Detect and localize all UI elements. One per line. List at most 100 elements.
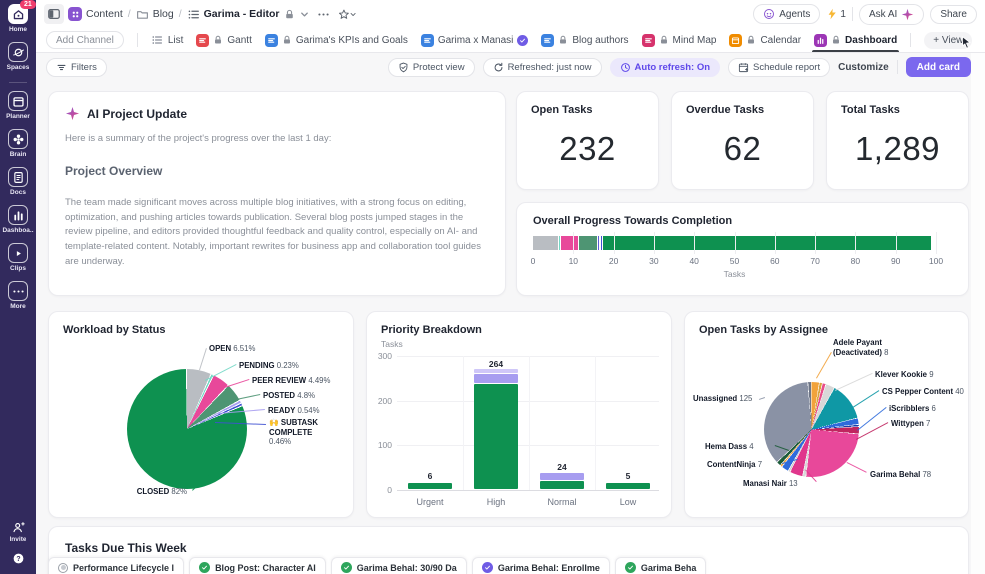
bar-segment[interactable]	[606, 482, 650, 489]
tab-gantt[interactable]: Gantt	[196, 28, 252, 52]
tray-task-chip[interactable]: Garima Behal: 30/90 Da	[330, 557, 467, 574]
schedule-report-label: Schedule report	[753, 61, 821, 73]
assignee-pie-chart[interactable]	[764, 382, 859, 477]
sidebar-item-more[interactable]: More	[0, 281, 36, 310]
ask-ai-button[interactable]: Ask AI	[858, 3, 925, 25]
tab-list[interactable]: List	[151, 28, 183, 52]
add-view-button[interactable]: + View	[924, 31, 973, 49]
customize-button[interactable]: Customize	[838, 61, 889, 73]
breadcrumb-folder-label: Blog	[152, 8, 174, 20]
priority-bar-urgent[interactable]	[408, 482, 452, 489]
priority-bar-low[interactable]	[606, 482, 650, 489]
breadcrumb-view[interactable]: Garima - Editor	[187, 8, 310, 21]
ai-card-body: The team made significant moves across m…	[65, 197, 481, 267]
gridline	[573, 232, 575, 254]
assignee-label-manasi-nair: Manasi Nair 13	[743, 479, 798, 488]
breadcrumb-folder[interactable]: Blog	[136, 8, 174, 21]
gridline	[397, 445, 659, 447]
add-card-button[interactable]: Add card	[905, 57, 971, 77]
content-space-icon	[68, 7, 82, 21]
bar-value-label: 5	[625, 470, 631, 481]
sidebar-collapse-icon[interactable]	[44, 4, 64, 24]
workload-label-ready: READY 0.54%	[268, 406, 320, 415]
bar-segment[interactable]	[474, 384, 518, 489]
tab-garima-x-manasi[interactable]: Garima x Manasi	[420, 28, 529, 52]
bar-segment[interactable]	[540, 480, 584, 489]
slice-value: 40	[955, 387, 964, 396]
gridline	[397, 400, 659, 402]
bar-value-label: 264	[488, 358, 504, 369]
priority-bar-normal[interactable]	[540, 473, 584, 489]
auto-refresh-toggle[interactable]: Auto refresh: On	[609, 57, 721, 77]
tab-blog-authors[interactable]: Blog authors	[541, 28, 629, 52]
schedule-report-button[interactable]: Schedule report	[728, 57, 831, 77]
slice-name: Hema Dass	[705, 442, 748, 451]
agents-button[interactable]: Agents	[753, 4, 821, 24]
doc-icon	[264, 33, 278, 47]
sidebar-item-docs[interactable]: Docs	[0, 167, 36, 196]
tray-task-chip[interactable]: Performance Lifecycle l	[48, 557, 185, 574]
planner-icon	[8, 91, 28, 111]
tab-dashboard[interactable]: Dashboard	[812, 28, 900, 52]
sidebar-item-invite[interactable]: Invite	[0, 521, 36, 543]
filters-button[interactable]: Filters	[46, 57, 107, 77]
assignee-card-title: Open Tasks by Assignee	[699, 324, 828, 336]
progress-tick-label: 40	[689, 256, 699, 266]
progress-tick-label: 90	[890, 256, 901, 266]
progress-segment-posted[interactable]	[579, 236, 597, 250]
progress-segment-ready[interactable]	[598, 236, 600, 250]
progress-segment-open[interactable]	[533, 236, 558, 250]
favorite-star-icon[interactable]	[338, 4, 358, 24]
breadcrumb-space[interactable]: Content	[68, 7, 123, 21]
bar-segment[interactable]	[408, 482, 452, 489]
sidebar: Home 21 Spaces Planner Brain Docs Dashboa.. Cli…	[0, 0, 36, 574]
progress-segment-peer-review[interactable]	[561, 236, 578, 250]
slice-value: 125	[739, 394, 753, 403]
bar-segment[interactable]	[474, 373, 518, 384]
sidebar-item-spaces[interactable]: Spaces	[0, 42, 36, 71]
lock-icon	[558, 35, 568, 45]
tray-task-chip[interactable]: Garima Beha	[614, 557, 707, 574]
sidebar-item-planner[interactable]: Planner	[0, 91, 36, 120]
workload-pie-chart[interactable]	[127, 369, 247, 489]
more-actions-icon[interactable]	[314, 4, 334, 24]
add-view-label: + View	[933, 34, 964, 46]
workload-label-pending: PENDING 0.23%	[239, 361, 299, 370]
tabs: List Gantt Garima's KPIs and Goals Garima x…	[151, 28, 900, 52]
workload-label-open: OPEN 6.51%	[209, 344, 255, 353]
tab-calendar[interactable]: Calendar	[729, 28, 801, 52]
priority-bar-high[interactable]	[474, 368, 518, 489]
slice-name: Klever Kookie	[875, 370, 928, 379]
add-channel-button[interactable]: Add Channel	[46, 31, 124, 49]
share-button[interactable]: Share	[930, 4, 977, 24]
total-tasks-value[interactable]: 1,289	[854, 130, 941, 167]
protect-view-button[interactable]: Protect view	[387, 57, 475, 77]
lock-icon	[831, 35, 841, 45]
tab-garima-s-kpis-and-goals[interactable]: Garima's KPIs and Goals	[264, 28, 408, 52]
x-tick-label: Normal	[547, 497, 577, 507]
overdue-tasks-value[interactable]: 62	[723, 130, 762, 167]
sidebar-item-brain[interactable]: Brain	[0, 129, 36, 158]
x-tick-label: Urgent	[416, 497, 444, 507]
sidebar-item-dashboa[interactable]: Dashboa..	[0, 205, 36, 234]
overdue-tasks-title: Overdue Tasks	[686, 104, 765, 116]
refreshed-button[interactable]: Refreshed: just now	[482, 57, 602, 77]
leader-line	[857, 407, 887, 431]
sidebar-item-home[interactable]: Home 21	[0, 0, 36, 33]
scroll-gutter[interactable]	[971, 53, 985, 574]
tray-task-chip[interactable]: Garima Behal: Enrollme	[471, 557, 610, 574]
tray-task-label: Garima Behal: Enrollme	[497, 562, 600, 573]
progress-bar-track	[533, 232, 952, 254]
bar-segment[interactable]	[540, 473, 584, 480]
progress-segment-closed[interactable]	[602, 236, 932, 250]
progress-bar[interactable]	[533, 236, 936, 250]
automation-bolt-button[interactable]: 1	[826, 8, 846, 20]
tab-mind-map[interactable]: Mind Map	[641, 28, 716, 52]
agent-icon	[763, 8, 775, 20]
sidebar-item-clips[interactable]: Clips	[0, 243, 36, 272]
slice-value: 8	[884, 347, 889, 357]
open-tasks-value[interactable]: 232	[559, 130, 616, 167]
bar-segment[interactable]	[474, 368, 518, 373]
tray-task-chip[interactable]: Blog Post: Character AI	[189, 557, 326, 574]
sidebar-item-help[interactable]	[0, 552, 36, 565]
